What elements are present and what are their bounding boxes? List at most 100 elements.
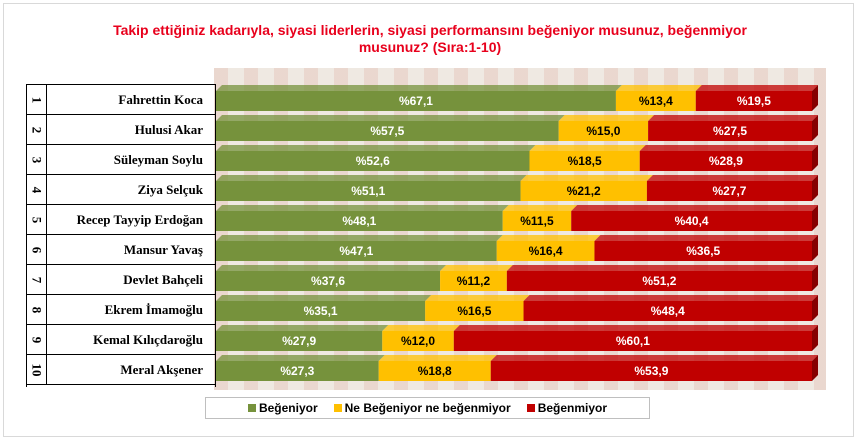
bar-segment bbox=[506, 271, 812, 291]
data-label: %27,9 bbox=[282, 334, 316, 348]
bar-segment bbox=[571, 211, 812, 231]
bar-segment-top bbox=[529, 145, 646, 151]
bar-segment bbox=[425, 301, 524, 321]
bar-segment bbox=[648, 121, 812, 141]
bar-segment-top bbox=[506, 265, 818, 271]
bar-segment bbox=[440, 271, 507, 291]
data-label: %27,3 bbox=[280, 364, 314, 378]
bar-segment-top bbox=[639, 145, 818, 151]
bar-segment bbox=[594, 241, 812, 261]
bar-segment bbox=[496, 241, 595, 261]
category-row: 1 Fahrettin Koca bbox=[27, 85, 215, 115]
bar-segment bbox=[639, 151, 812, 171]
data-label: %40,4 bbox=[675, 214, 709, 228]
bar-segment bbox=[216, 271, 441, 291]
data-label: %53,9 bbox=[634, 364, 668, 378]
bar-segment-top bbox=[496, 235, 601, 241]
bar-segment bbox=[216, 121, 559, 141]
category-row: 5 Recep Tayyip Erdoğan bbox=[27, 205, 215, 235]
rank-cell: 5 bbox=[27, 205, 47, 235]
bar-side-face bbox=[812, 325, 818, 351]
data-label: %18,5 bbox=[568, 154, 602, 168]
bar-segment-top bbox=[216, 295, 432, 301]
bar-segment bbox=[529, 151, 640, 171]
bar-segment-top bbox=[216, 85, 622, 91]
category-row: 7 Devlet Bahçeli bbox=[27, 265, 215, 295]
category-label-table: 1 Fahrettin Koca 2 Hulusi Akar 3 Süleyman Soy… bbox=[26, 84, 216, 387]
legend-item-begeniyor: Beğeniyor bbox=[247, 401, 318, 415]
bar-segment bbox=[490, 361, 812, 381]
chart-title: Takip ettiğiniz kadarıyla, siyasi liderl… bbox=[113, 22, 747, 55]
category-row: 8 Ekrem İmamoğlu bbox=[27, 295, 215, 325]
legend-label: Beğenmiyor bbox=[537, 401, 608, 415]
bar-segment-top bbox=[646, 175, 818, 181]
bar-segment-top bbox=[378, 355, 497, 361]
bar-segment bbox=[646, 181, 812, 201]
category-row: 4 Ziya Selçuk bbox=[27, 175, 215, 205]
category-label: Fahrettin Koca bbox=[118, 92, 203, 107]
data-label: %16,5 bbox=[457, 304, 491, 318]
data-label: %12,0 bbox=[401, 334, 435, 348]
data-label: %11,2 bbox=[457, 274, 491, 288]
bar-segment bbox=[216, 301, 426, 321]
bar-segment-top bbox=[648, 115, 818, 121]
rank-cell: 9 bbox=[27, 325, 47, 355]
bar-segment bbox=[216, 91, 616, 111]
rank-cell: 7 bbox=[27, 265, 47, 295]
bar-side-face bbox=[812, 145, 818, 171]
bar-segment-top bbox=[216, 115, 565, 121]
bar-side-face bbox=[812, 175, 818, 201]
bar-segment-top bbox=[382, 325, 460, 331]
data-label: %60,1 bbox=[616, 334, 650, 348]
rank-cell: 8 bbox=[27, 295, 47, 325]
bar-segment-top bbox=[216, 325, 389, 331]
category-row: 2 Hulusi Akar bbox=[27, 115, 215, 145]
rank-cell: 4 bbox=[27, 175, 47, 205]
bar-segment bbox=[520, 181, 647, 201]
data-label: %28,9 bbox=[709, 154, 743, 168]
category-row: 9 Kemal Kılıçdaroğlu bbox=[27, 325, 215, 355]
bar-segment bbox=[615, 91, 696, 111]
category-label: Meral Akşener bbox=[120, 362, 203, 377]
category-row: 10 Meral Akşener bbox=[27, 355, 215, 385]
category-label: Hulusi Akar bbox=[134, 122, 203, 137]
category-label: Süleyman Soylu bbox=[113, 152, 203, 167]
data-label: %16,4 bbox=[529, 244, 563, 258]
legend-label: Beğeniyor bbox=[258, 401, 318, 415]
legend-item-begenmiyor: Beğenmiyor bbox=[526, 401, 608, 415]
data-label: %37,6 bbox=[311, 274, 345, 288]
bar-segment-top bbox=[502, 205, 578, 211]
bar-segment-top bbox=[490, 355, 818, 361]
bar-segment bbox=[695, 91, 812, 111]
rank-cell: 10 bbox=[27, 355, 47, 385]
bar-segment bbox=[216, 211, 503, 231]
chart-legend: Beğeniyor Ne Beğeniyor ne beğenmiyor Beğ… bbox=[205, 397, 650, 419]
bar-segment-top bbox=[216, 235, 503, 241]
bar-side-face bbox=[812, 355, 818, 381]
data-label: %13,4 bbox=[639, 94, 673, 108]
legend-swatch-green bbox=[247, 404, 256, 412]
bar-segment-top bbox=[425, 295, 530, 301]
bar-side-face bbox=[812, 115, 818, 141]
category-label: Ekrem İmamoğlu bbox=[104, 302, 203, 317]
bar-segment-top bbox=[520, 175, 653, 181]
bar-segment bbox=[216, 181, 521, 201]
data-label: %36,5 bbox=[686, 244, 720, 258]
category-row: 3 Süleyman Soylu bbox=[27, 145, 215, 175]
bar-segment bbox=[382, 331, 454, 351]
bar-segment bbox=[453, 331, 812, 351]
category-label: Kemal Kılıçdaroğlu bbox=[93, 332, 203, 347]
bar-segment bbox=[378, 361, 491, 381]
bar-segment-top bbox=[558, 115, 655, 121]
category-label: Recep Tayyip Erdoğan bbox=[76, 212, 203, 227]
rank-cell: 3 bbox=[27, 145, 47, 175]
bar-segment-top bbox=[523, 295, 818, 301]
bar-segment-top bbox=[571, 205, 818, 211]
bar-segment-top bbox=[216, 145, 536, 151]
bar-segment-top bbox=[594, 235, 818, 241]
bar-segment-top bbox=[216, 175, 527, 181]
legend-label: Ne Beğeniyor ne beğenmiyor bbox=[344, 401, 511, 415]
rank-cell: 2 bbox=[27, 115, 47, 145]
bar-side-face bbox=[812, 205, 818, 231]
